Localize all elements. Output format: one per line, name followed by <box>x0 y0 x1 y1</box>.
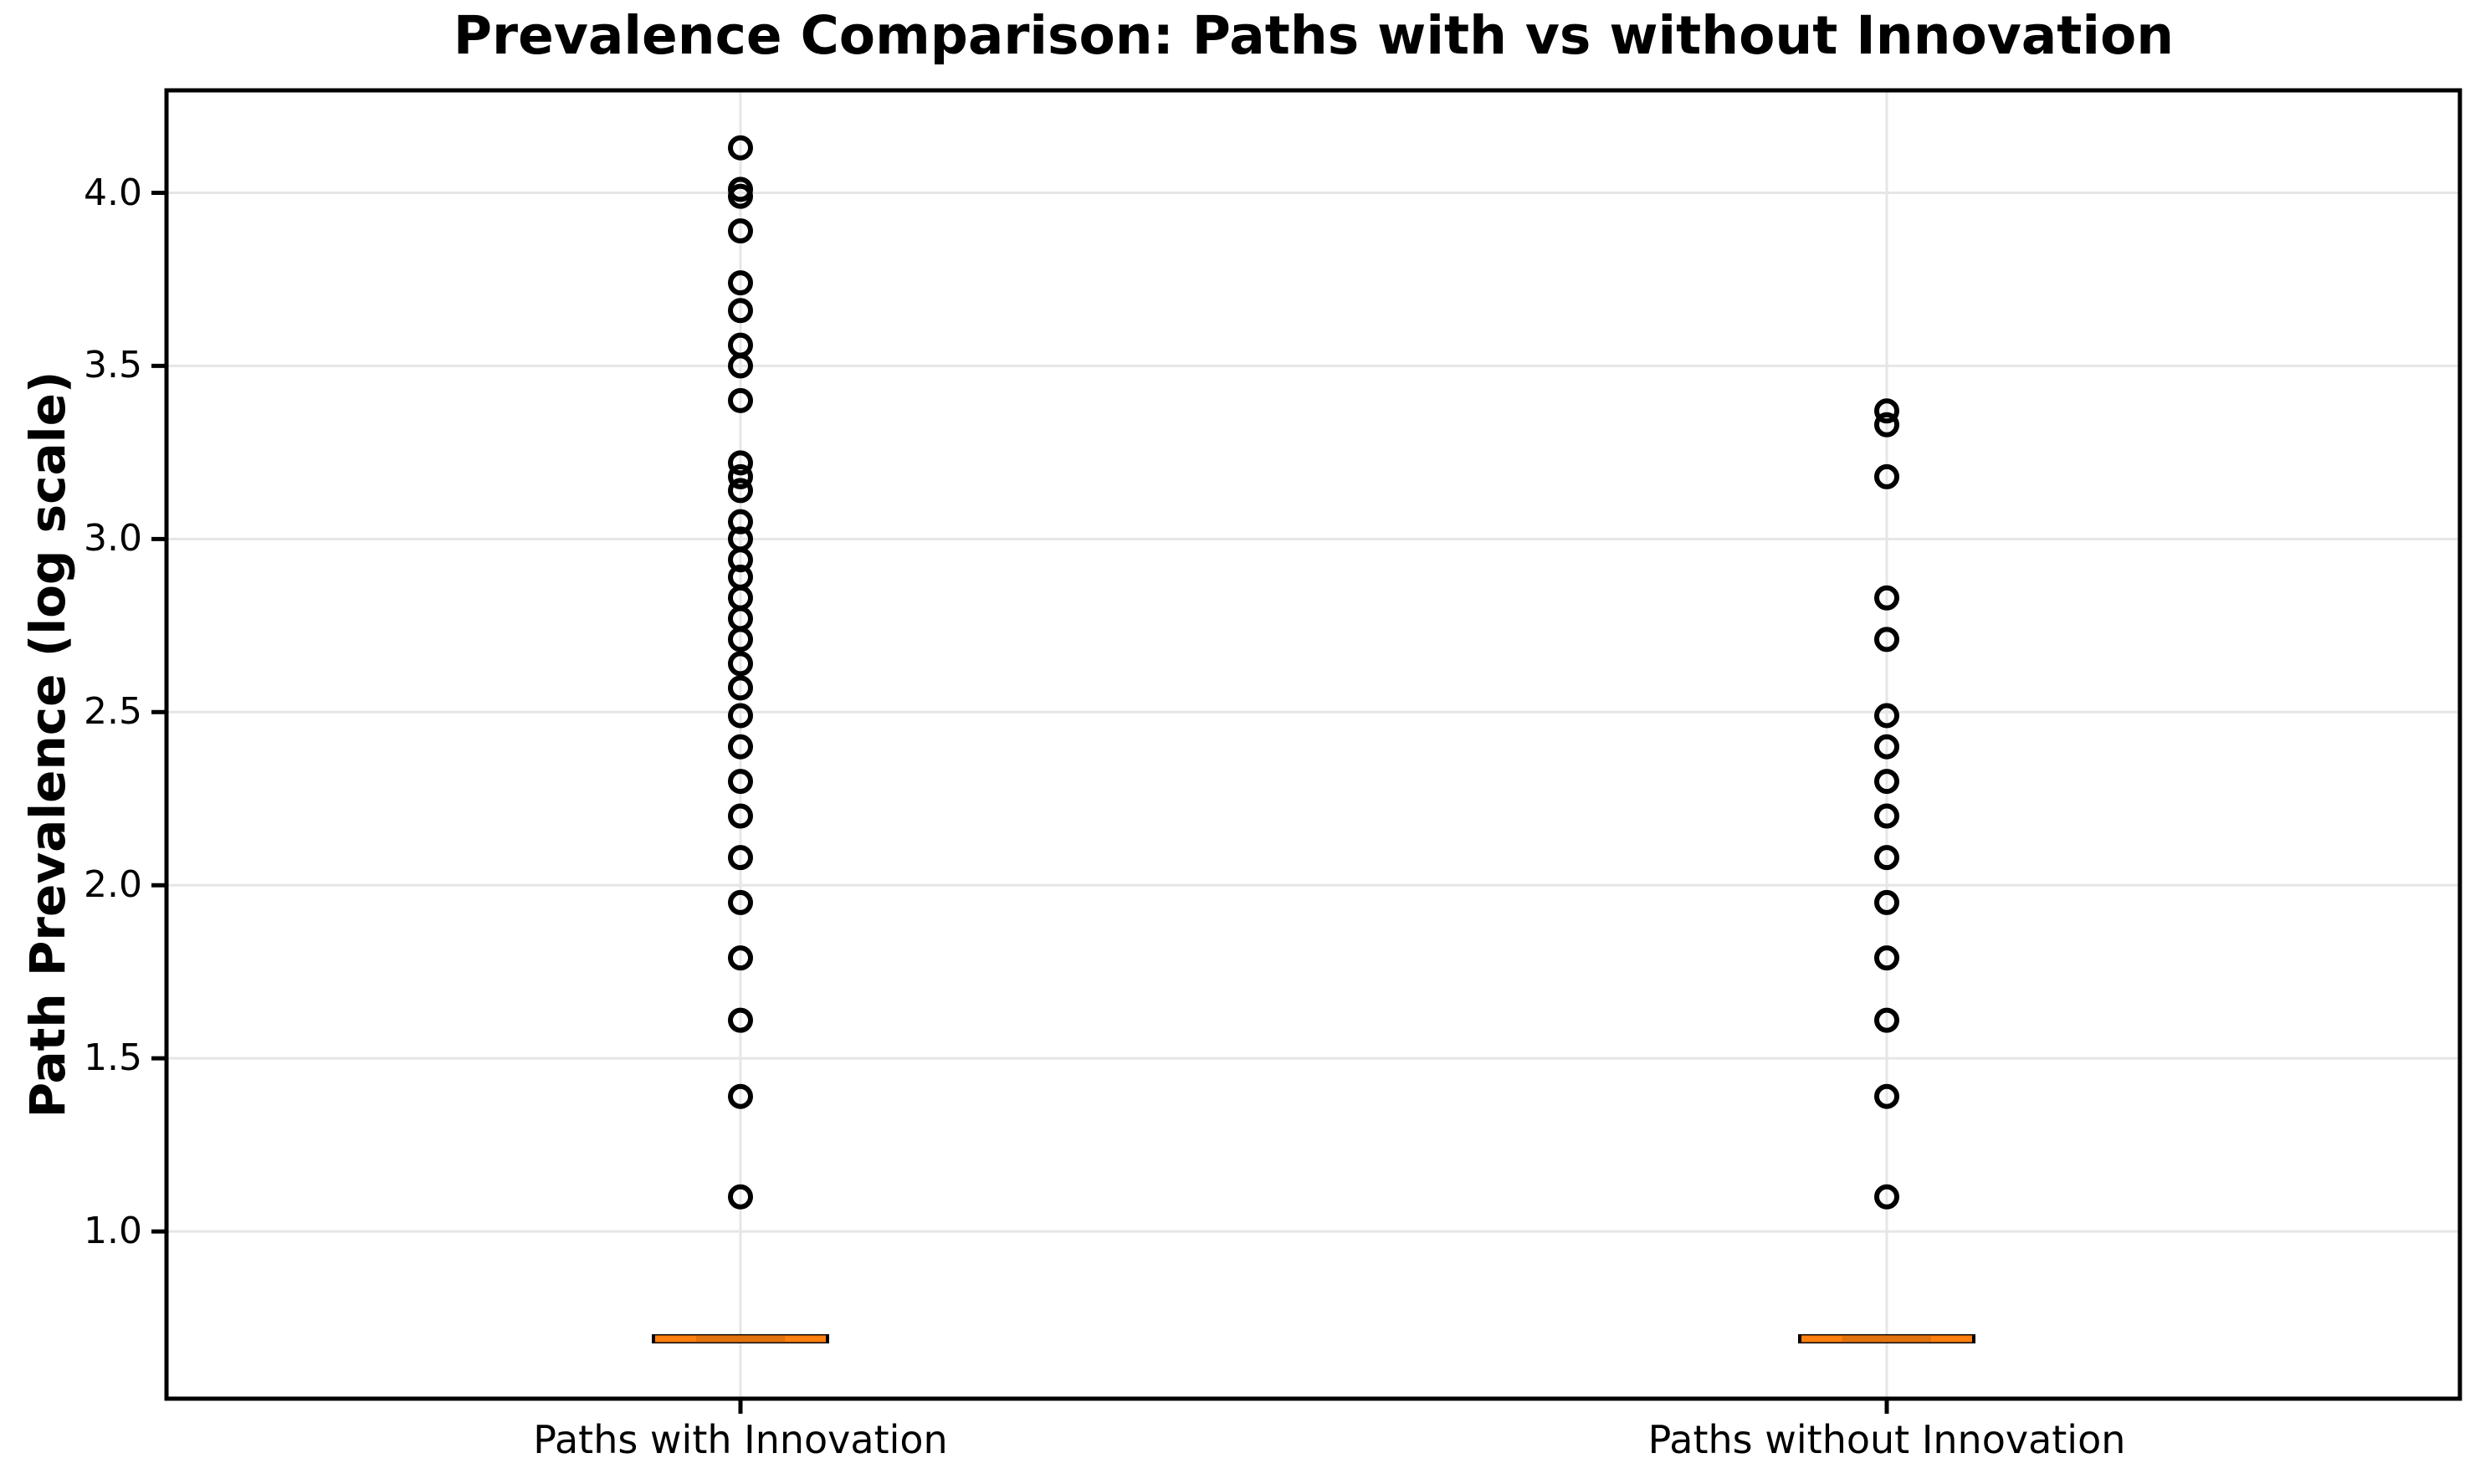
chart-title: Prevalence Comparison: Paths with vs wit… <box>453 5 2175 66</box>
y-tick-label: 4.0 <box>84 171 142 214</box>
median-box-overlap <box>1842 1335 1931 1343</box>
outlier-point <box>728 183 753 209</box>
outlier-point <box>1874 803 1899 829</box>
outlier-point <box>728 135 753 161</box>
outlier-point <box>728 651 753 677</box>
outlier-point <box>1874 769 1899 795</box>
outlier-point <box>1874 585 1899 611</box>
outlier-point <box>728 627 753 652</box>
outlier-point <box>728 1007 753 1033</box>
outlier-point <box>728 1083 753 1109</box>
outlier-point <box>728 945 753 971</box>
outlier-point <box>1874 845 1899 871</box>
outlier-point <box>728 478 753 504</box>
median-box-overlap <box>696 1335 785 1343</box>
outlier-point <box>1874 734 1899 760</box>
outlier-point <box>1874 1083 1899 1109</box>
x-tick-label: Paths with Innovation <box>533 1417 948 1462</box>
outlier-point <box>728 463 753 489</box>
outlier-point <box>1874 1184 1899 1210</box>
outlier-point <box>728 769 753 795</box>
outlier-point <box>728 298 753 324</box>
outlier-point <box>728 845 753 871</box>
outlier-point <box>728 1184 753 1210</box>
outlier-point <box>728 547 753 573</box>
outlier-point <box>1874 703 1899 729</box>
outlier-point <box>1874 889 1899 915</box>
outlier-point <box>728 387 753 413</box>
outlier-point <box>1874 627 1899 652</box>
outlier-point <box>728 218 753 244</box>
outlier-point <box>728 803 753 829</box>
outlier-point <box>728 450 753 476</box>
y-axis-label: Path Prevalence (log scale) <box>19 371 76 1118</box>
outlier-point <box>1874 1007 1899 1033</box>
y-tick-label: 1.0 <box>84 1210 142 1253</box>
outlier-point <box>728 703 753 729</box>
outlier-point <box>1874 463 1899 489</box>
outlier-point <box>728 353 753 379</box>
y-tick-label: 2.0 <box>84 863 142 907</box>
y-tick-label: 3.5 <box>84 344 142 387</box>
y-tick-label: 3.0 <box>84 517 142 560</box>
outlier-point <box>728 889 753 915</box>
outlier-point <box>1874 398 1899 424</box>
axes-spines <box>164 88 2462 1401</box>
outlier-point <box>728 734 753 760</box>
outlier-point <box>728 675 753 701</box>
outlier-point <box>1874 945 1899 971</box>
y-tick-label: 2.5 <box>84 690 142 734</box>
outlier-point <box>728 270 753 296</box>
outlier-point <box>1874 412 1899 438</box>
outlier-point <box>728 509 753 535</box>
y-tick-label: 1.5 <box>84 1036 142 1080</box>
x-tick-label: Paths without Innovation <box>1647 1417 2126 1462</box>
